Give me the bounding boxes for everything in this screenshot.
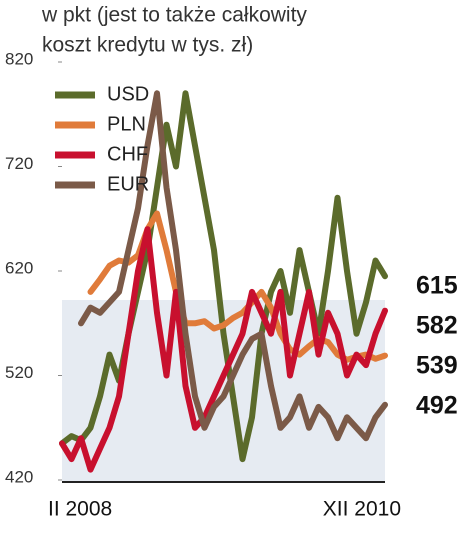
y-tick-label: 820 — [5, 49, 33, 68]
legend-label: EUR — [107, 173, 149, 195]
chart-title-line: koszt kredytu w tys. zł) — [42, 34, 253, 57]
series-line — [59, 226, 388, 473]
y-tick-label: 720 — [5, 154, 33, 173]
y-tick-label: 520 — [5, 363, 33, 382]
legend-label: CHF — [107, 143, 148, 165]
x-tick-label: II 2008 — [48, 498, 112, 521]
legend-label: USD — [107, 83, 149, 105]
legend-label: PLN — [107, 113, 146, 135]
end-label: 615 — [416, 272, 458, 300]
end-label: 582 — [416, 312, 458, 340]
series-line — [59, 90, 388, 463]
series-line — [78, 90, 388, 442]
end-label: 492 — [416, 392, 458, 420]
chart-title-line: w pkt (jest to także całkowity — [41, 4, 307, 27]
end-label: 539 — [416, 352, 458, 380]
y-tick-label: 620 — [5, 258, 33, 277]
y-tick-label: 420 — [5, 467, 33, 486]
x-tick-label: XII 2010 — [323, 498, 401, 521]
